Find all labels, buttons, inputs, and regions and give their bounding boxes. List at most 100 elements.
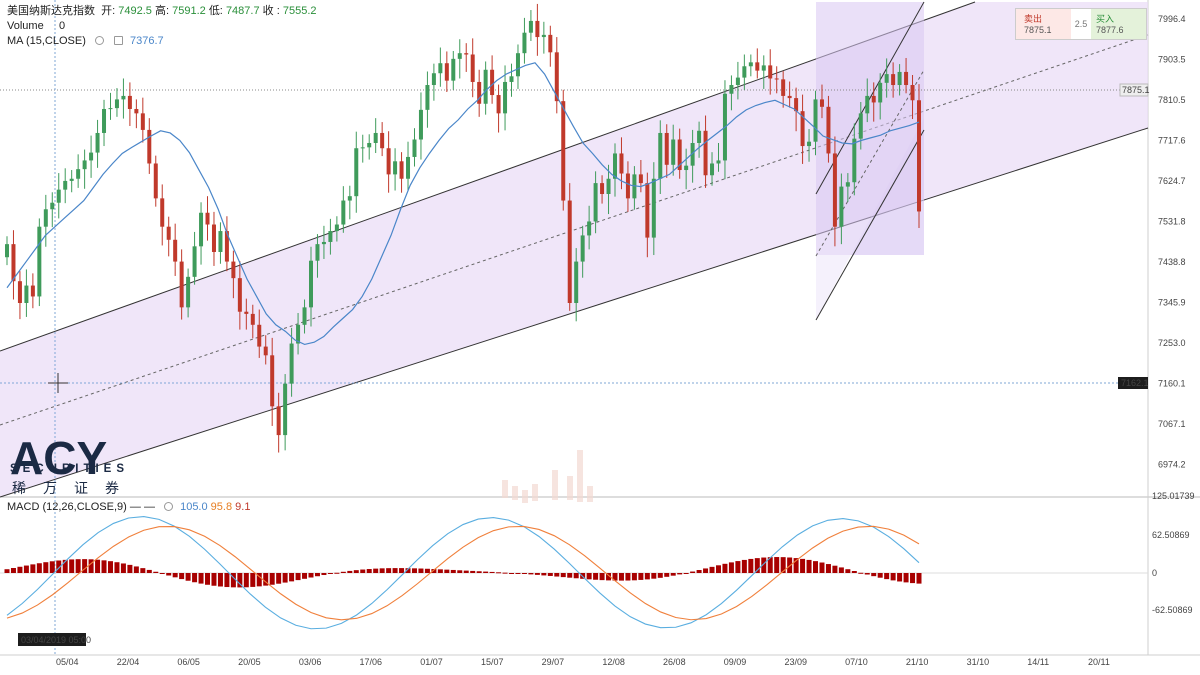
ma15-line [6,62,920,346]
macd-hist-bar [521,573,527,574]
time-tick-label: 06/05 [177,657,200,667]
macd-dash: — — [129,501,155,513]
candle-body [451,58,456,81]
candle-body [464,53,469,55]
candle-body [528,20,533,33]
macd-hist-bar [424,568,430,573]
macd-hist-bar [618,573,624,581]
channel-lower-line [0,127,1149,498]
candle-body [315,244,320,261]
candle-body [858,113,863,139]
candle-body [703,130,708,176]
macd-hist-bar [793,558,799,573]
macd-settings-icon[interactable] [164,502,174,511]
macd-tick-label: 125.01739 [1152,491,1195,501]
price-tick-label: 7903.5 [1158,55,1186,65]
candle-body [671,139,676,165]
macd-hist-bar [534,573,540,575]
high-value: 7591.2 [172,5,206,17]
candle-body [69,178,74,181]
candle-body [541,34,546,38]
candle-body [95,132,100,153]
macd-hist-bar [858,572,864,574]
settings-icon[interactable] [94,36,104,45]
candle-body [878,82,883,103]
candle-body [231,261,236,279]
sell-button[interactable]: 卖出 7875.1 [1016,9,1071,39]
delete-icon[interactable] [113,36,123,45]
buy-button[interactable]: 买入 7877.6 [1091,9,1146,39]
macd-hist-bar [172,573,178,578]
candle-body [406,156,411,179]
candle-body [904,71,909,86]
open-label: 开: [101,5,116,17]
candle-body [748,62,753,67]
macd-hist-bar [289,573,295,582]
macd-hist-bar [43,562,49,573]
macd-hist-bar [819,562,825,573]
macd-hist-bar [664,573,670,577]
macd-hist-bar [17,566,23,573]
macd-hist-bar [392,568,398,573]
time-tick-label: 21/10 [906,657,929,667]
candle-body [852,138,857,183]
macd-hist-bar [49,561,55,573]
volume-bar [502,480,508,498]
channel-upper-line [0,1,976,352]
candle-body [134,108,139,114]
macd-hist-bar [845,569,851,573]
price-tick-label: 7067.1 [1158,419,1186,429]
macd-hist-bar [314,573,320,577]
macd-hist-bar [877,573,883,578]
macd-hist-bar [832,565,838,573]
candle-body [658,132,663,179]
time-tick-label: 31/10 [967,657,990,667]
macd-hist-bar [4,569,10,573]
candle-body [470,54,475,82]
time-tick-label: 15/07 [481,657,504,667]
candle-body [444,63,449,81]
volume-bar [577,450,583,502]
candle-body [781,79,786,96]
time-tick-label: 09/09 [724,657,747,667]
volume-bar [567,476,573,500]
candle-body [205,212,210,225]
price-tick-label: 7996.4 [1158,14,1186,24]
macd-hist-bar [813,561,819,573]
macd-hist-bar [761,557,767,573]
candle-body [548,34,553,53]
macd-hist-bar [903,573,909,583]
low-label: 低: [208,5,223,17]
candle-body [638,174,643,184]
candle-body [341,200,346,225]
macd-hist-bar [411,568,417,573]
macd-hist-bar [95,559,101,573]
price-tick-label: 7531.8 [1158,217,1186,227]
candle-body [237,278,242,312]
macd-hist-bar [741,559,747,573]
macd-hist-bar [657,573,663,578]
macd-hist-bar [114,562,120,573]
candle-body [412,139,417,157]
ma-label: MA (15,CLOSE) [7,35,86,47]
candle-body [328,231,333,242]
volume-value: 0 [58,20,66,32]
macd-hist-bar [327,573,333,574]
macd-hist-value: 9.1 [235,501,251,513]
candle-body [160,198,165,227]
cursor-price-tag [1118,377,1148,389]
macd-hist-bar [120,563,126,573]
candle-body [302,307,307,325]
candle-body [755,62,760,71]
macd-hist-bar [690,571,696,573]
macd-hist-bar [496,572,502,574]
candle-body [716,160,721,164]
macd-hist-bar [302,573,308,579]
price-tick-label: 7160.1 [1158,379,1186,389]
price-tick-label: 7253.0 [1158,338,1186,348]
candle-body [121,95,126,100]
sell-label: 卖出 [1024,14,1043,24]
candle-body [664,132,669,165]
macd-hist-bar [573,573,579,579]
